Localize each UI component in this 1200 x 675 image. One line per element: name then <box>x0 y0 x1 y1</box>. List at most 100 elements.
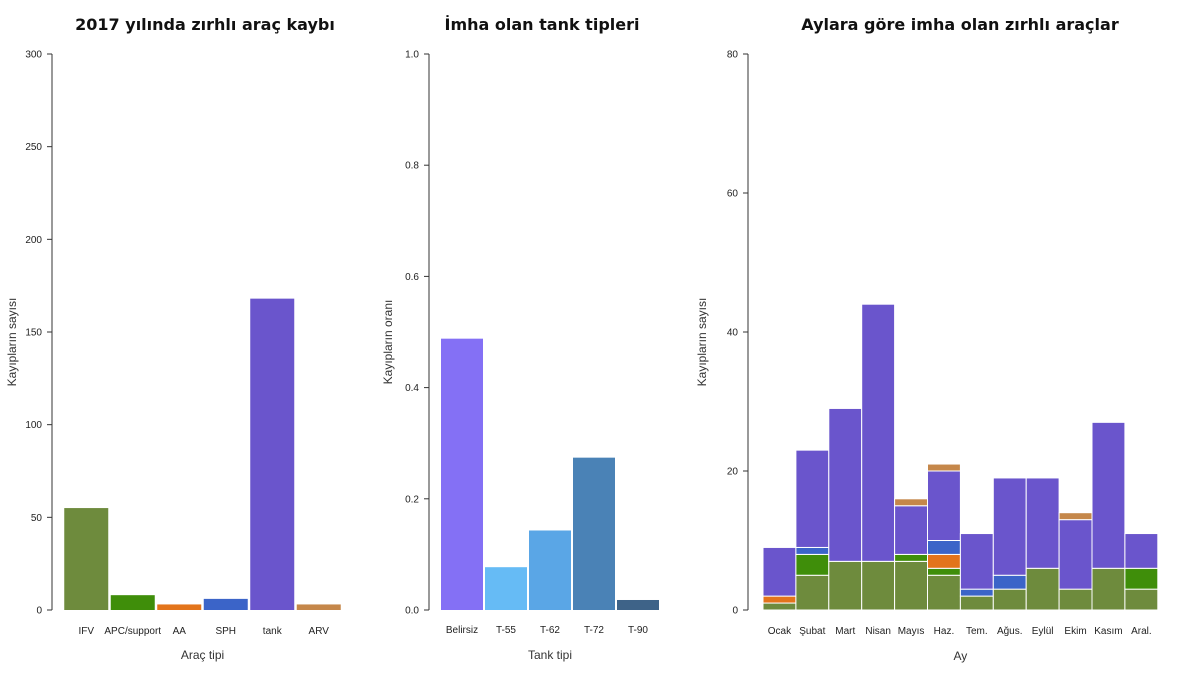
bar-segment <box>992 588 1027 611</box>
bar-segment <box>762 595 797 604</box>
bar <box>296 604 341 610</box>
y-tick-label: 0 <box>36 606 42 617</box>
x-tick-label: Aral. <box>1131 626 1152 637</box>
x-tick-label: tank <box>263 626 283 637</box>
y-tick-label: 20 <box>727 467 739 478</box>
y-tick-label: 150 <box>25 328 42 339</box>
bar-segment <box>927 540 961 555</box>
bar-segment <box>927 463 961 472</box>
x-tick-label: Mart <box>835 626 855 637</box>
bar-segment <box>1091 567 1126 611</box>
y-tick-label: 0.0 <box>405 606 419 617</box>
bar-segment <box>762 602 797 611</box>
y-tick-label: 300 <box>25 50 42 61</box>
bar-segment <box>992 477 1027 576</box>
x-tick-label: Eylül <box>1032 626 1054 637</box>
bar <box>441 338 483 610</box>
chart-2: İmha olan tank tipleri 0.0 0.2 0.4 0.6 0.8 1.0… <box>381 15 659 662</box>
y-tick-label: 200 <box>25 235 42 246</box>
bar-segment <box>959 588 994 597</box>
x-tick-label: Belirsiz <box>446 625 478 636</box>
x-axis-label: Araç tipi <box>181 648 224 662</box>
bar-segment <box>927 567 961 576</box>
bar <box>203 598 248 610</box>
y-axis-label: Kayıpların sayısı <box>695 298 709 387</box>
bar-segment <box>927 574 961 611</box>
bar-segment <box>1124 567 1159 590</box>
bar-segment <box>795 449 830 548</box>
x-tick-label: APC/support <box>104 626 161 637</box>
y-axis-label: Kayıpların sayısı <box>5 298 19 387</box>
bar-segment <box>894 560 928 611</box>
x-tick-label: Nisan <box>865 626 891 637</box>
y-tick-label: 1.0 <box>405 50 419 61</box>
bar-segment <box>1124 588 1159 611</box>
bar-segment <box>795 553 830 576</box>
bar-segment <box>959 595 994 611</box>
bar-segment <box>795 574 830 611</box>
x-tick-label: ARV <box>309 626 330 637</box>
bar-segment <box>828 560 863 611</box>
x-tick-label: Haz. <box>934 626 955 637</box>
y-tick-label: 50 <box>31 513 43 524</box>
bar <box>157 604 202 610</box>
y-tick-label: 0 <box>732 606 738 617</box>
chart-title: 2017 yılında zırhlı araç kaybı <box>75 15 335 34</box>
bar-segment <box>1058 588 1093 611</box>
x-tick-label: T-62 <box>540 625 560 636</box>
bar <box>485 567 527 610</box>
y-tick-label: 250 <box>25 142 42 153</box>
bar-segment <box>1025 567 1060 611</box>
bar <box>110 595 155 610</box>
bar <box>617 599 659 610</box>
bar-segment <box>861 303 896 562</box>
x-tick-label: Tem. <box>966 626 988 637</box>
chart-1: 2017 yılında zırhlı araç kaybı 0 50 100 150 2… <box>5 15 341 662</box>
x-tick-label: Kasım <box>1094 626 1122 637</box>
y-tick-label: 40 <box>727 328 739 339</box>
bar <box>64 508 109 610</box>
x-tick-label: Ağus. <box>997 626 1023 637</box>
x-tick-label: Mayıs <box>898 626 925 637</box>
y-tick-label: 0.8 <box>405 161 419 172</box>
x-tick-label: AA <box>173 626 187 637</box>
y-tick-label: 80 <box>727 50 739 61</box>
bar-segment <box>894 553 928 562</box>
bar-segment <box>992 574 1027 590</box>
x-tick-label: Ekim <box>1064 626 1086 637</box>
bar-segment <box>1025 477 1060 569</box>
bar <box>573 457 615 610</box>
y-tick-label: 100 <box>25 420 42 431</box>
bar-segment <box>795 546 830 555</box>
x-axis-label: Tank tipi <box>528 648 572 662</box>
bar-segment <box>959 533 994 590</box>
x-tick-label: Ocak <box>768 626 792 637</box>
chart-title: Aylara göre imha olan zırhlı araçlar <box>801 15 1119 34</box>
y-tick-label: 0.4 <box>405 383 419 394</box>
x-tick-label: SPH <box>215 626 236 637</box>
x-tick-label: T-90 <box>628 625 648 636</box>
x-axis-label: Ay <box>954 649 968 663</box>
bar-segment <box>894 505 928 555</box>
bar-segment <box>762 546 797 597</box>
bar-segment <box>927 553 961 569</box>
bar-segment <box>1058 512 1093 521</box>
bar-segment <box>861 560 896 611</box>
bar-segment <box>828 407 863 562</box>
bar <box>250 298 295 610</box>
bar-segment <box>894 498 928 507</box>
x-tick-label: Şubat <box>799 626 825 637</box>
y-axis-label: Kayıpların oranı <box>381 300 395 385</box>
x-tick-label: T-72 <box>584 625 604 636</box>
bar-segment <box>1058 519 1093 590</box>
bar <box>529 530 571 610</box>
bar-segment <box>1091 421 1126 569</box>
y-tick-label: 0.6 <box>405 272 419 283</box>
y-tick-label: 0.2 <box>405 494 419 505</box>
x-tick-label: T-55 <box>496 625 516 636</box>
y-tick-label: 60 <box>727 189 739 200</box>
chart-3: Aylara göre imha olan zırhlı araçlar 0 20 4… <box>695 15 1159 663</box>
bar-segment <box>1124 533 1159 569</box>
x-tick-label: IFV <box>78 626 94 637</box>
